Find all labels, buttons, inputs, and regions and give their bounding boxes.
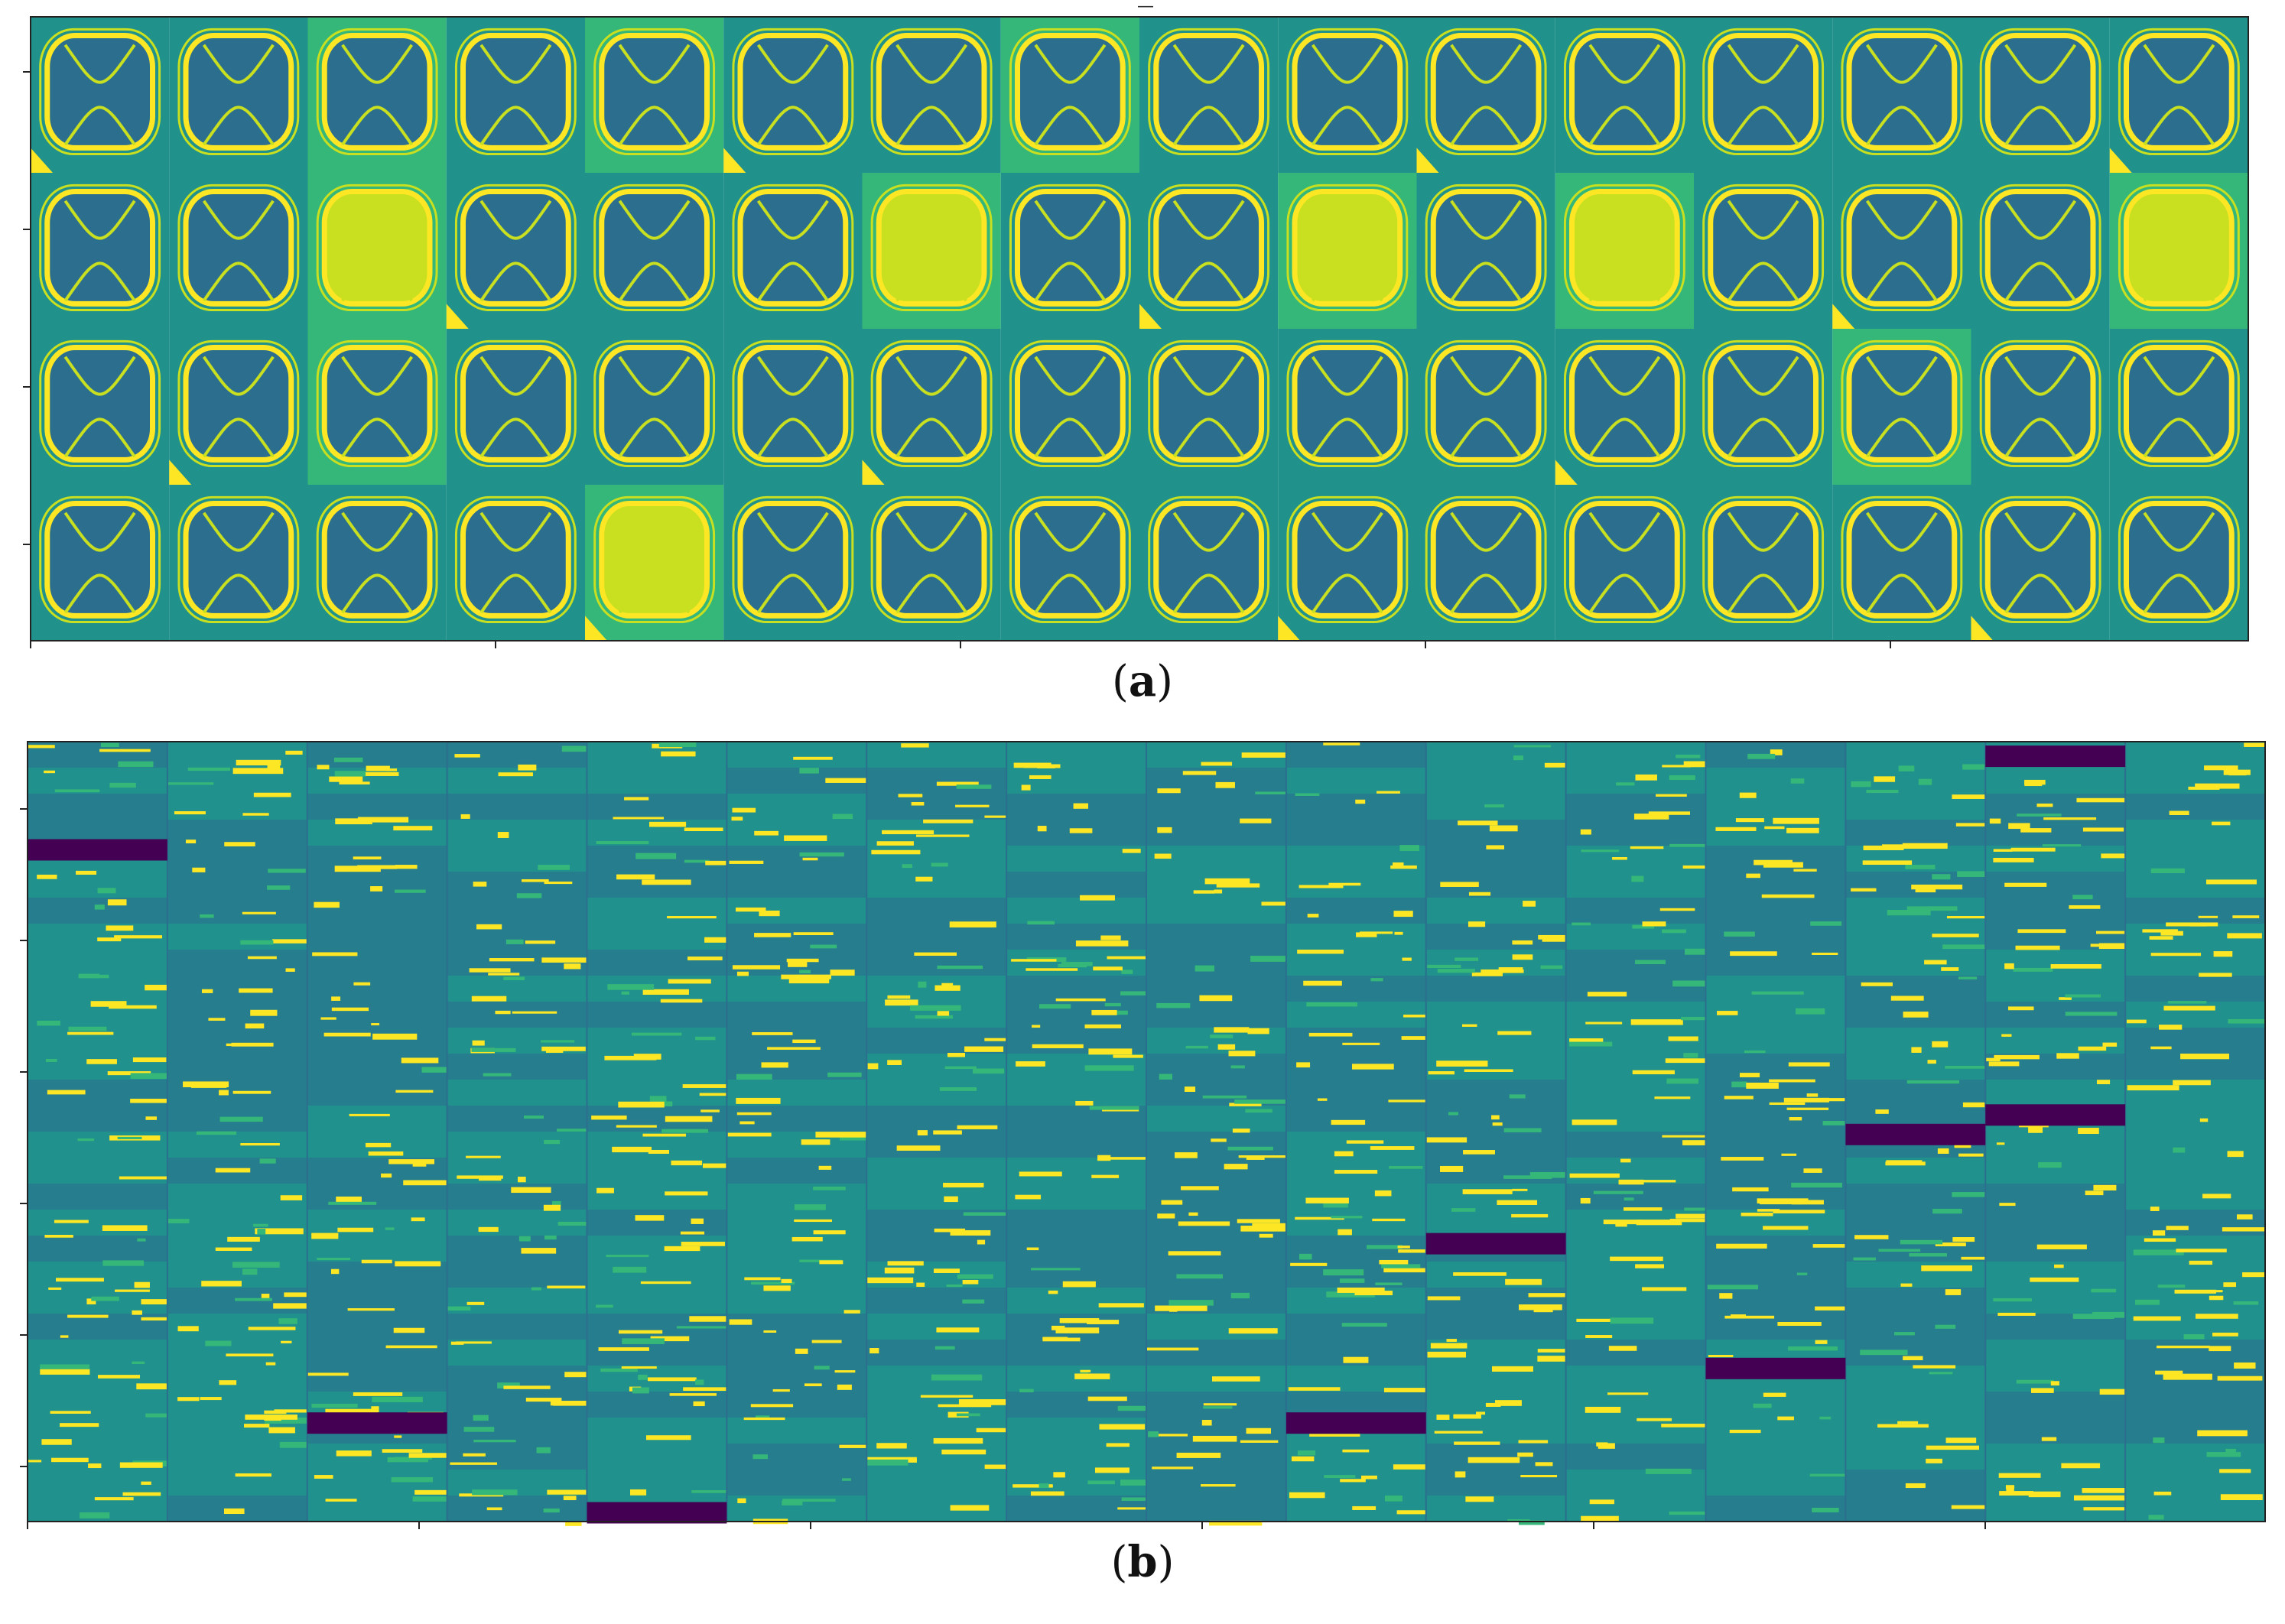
- panel-b-caption: (b): [1110, 1537, 1175, 1587]
- feature-map-tile: [723, 329, 863, 485]
- dark-block: [1985, 745, 2126, 768]
- feature-strip-column: [1146, 742, 1286, 1526]
- feature-map-tile: [723, 485, 863, 641]
- feature-map-tile: [31, 329, 170, 485]
- feature-map-tile: [1832, 173, 1971, 329]
- feature-map-tile: [1278, 17, 1417, 173]
- feature-strip-column: [1006, 742, 1146, 1522]
- feature-map-tile: [1278, 329, 1417, 485]
- feature-map-tile: [446, 485, 585, 641]
- feature-strip-column: [1845, 742, 1986, 1522]
- feature-map-tile: [1000, 173, 1139, 329]
- panel-b: [0, 734, 2285, 1537]
- feature-map-tile: [1139, 329, 1279, 485]
- feature-map-tile: [169, 17, 308, 173]
- feature-map-tile: [1416, 485, 1555, 641]
- feature-map-tile: [31, 173, 170, 329]
- feature-map-tile: [1555, 329, 1694, 485]
- feature-strip-grid-b: [20, 741, 2266, 1529]
- feature-map-tile: [862, 17, 1001, 173]
- panel-a: _: [0, 0, 2285, 688]
- feature-strip-column: [1285, 742, 1426, 1522]
- feature-map-tile: [1278, 485, 1417, 641]
- feature-map-tile: [862, 485, 1001, 641]
- feature-map-tile: [307, 485, 447, 641]
- feature-map-tile: [1694, 173, 1833, 329]
- feature-map-tile: [1139, 173, 1279, 329]
- feature-map-tile: [2109, 173, 2248, 329]
- feature-map-tile: [169, 173, 308, 329]
- feature-map-tile: [446, 17, 585, 173]
- feature-map-tile: [723, 173, 863, 329]
- feature-map-tile: [862, 173, 1001, 329]
- feature-map-tile: [585, 329, 724, 485]
- feature-map-tile: [1555, 17, 1694, 173]
- feature-map-tile: [862, 329, 1001, 485]
- feature-strip-column: [586, 742, 727, 1522]
- feature-map-tile: [1971, 17, 2110, 173]
- feature-map-grid-a: [23, 16, 2249, 648]
- feature-strip-column: [1984, 742, 2126, 1522]
- feature-map-tile: [169, 329, 308, 485]
- axes-frame-b: [27, 741, 2266, 1522]
- feature-map-tile: [1555, 173, 1694, 329]
- feature-strip-column: [1705, 742, 1846, 1522]
- dark-block: [28, 839, 167, 861]
- feature-map-tile: [307, 17, 447, 173]
- feature-map-tile: [2109, 17, 2248, 173]
- feature-strip-column: [1565, 742, 1706, 1522]
- feature-map-tile: [1000, 17, 1139, 173]
- feature-map-tile: [1832, 17, 1971, 173]
- feature-map-tile: [169, 485, 308, 641]
- panel-a-top-tick-label: _: [1138, 0, 1153, 8]
- feature-strip-column: [1425, 742, 1566, 1525]
- feature-map-tile: [1416, 329, 1555, 485]
- feature-map-tile: [1555, 485, 1694, 641]
- feature-map-tile: [1416, 173, 1555, 329]
- feature-map-tile: [1139, 17, 1279, 173]
- axes-frame-a: [30, 16, 2249, 641]
- feature-map-tile: [1832, 329, 1971, 485]
- feature-map-tile: [1278, 173, 1417, 329]
- feature-map-tile: [1694, 329, 1833, 485]
- feature-map-tile: [1000, 329, 1139, 485]
- feature-strip-column: [166, 742, 307, 1522]
- feature-strip-column: [866, 742, 1007, 1522]
- dark-block: [1845, 1123, 1986, 1145]
- feature-map-tile: [31, 485, 170, 641]
- dark-block: [587, 1502, 727, 1524]
- feature-map-tile: [723, 17, 863, 173]
- dark-block: [1985, 1104, 2126, 1126]
- feature-map-tile: [1694, 17, 1833, 173]
- panel-a-caption: (a): [1111, 656, 1173, 706]
- feature-map-tile: [1139, 485, 1279, 641]
- feature-map-tile: [1971, 329, 2110, 485]
- feature-map-tile: [1832, 485, 1971, 641]
- dark-block: [1705, 1357, 1846, 1379]
- feature-map-tile: [2109, 329, 2248, 485]
- feature-map-tile: [1971, 485, 2110, 641]
- feature-map-tile: [1000, 485, 1139, 641]
- feature-map-tile: [1971, 173, 2110, 329]
- dark-block: [1425, 1233, 1566, 1255]
- feature-strip-column: [446, 742, 587, 1526]
- dark-block: [1286, 1412, 1426, 1434]
- feature-strip-column: [306, 742, 447, 1522]
- feature-map-tile: [446, 329, 585, 485]
- dark-block: [307, 1412, 447, 1434]
- feature-map-tile: [1416, 17, 1555, 173]
- feature-map-tile: [307, 173, 447, 329]
- feature-map-tile: [2109, 485, 2248, 641]
- feature-map-tile: [585, 173, 724, 329]
- feature-map-tile: [307, 329, 447, 485]
- feature-map-tile: [585, 17, 724, 173]
- feature-map-tile: [31, 17, 170, 173]
- feature-map-tile: [585, 485, 724, 641]
- feature-map-tile: [446, 173, 585, 329]
- feature-map-tile: [1694, 485, 1833, 641]
- feature-strip-column: [2124, 742, 2265, 1522]
- feature-strip-column: [726, 742, 867, 1525]
